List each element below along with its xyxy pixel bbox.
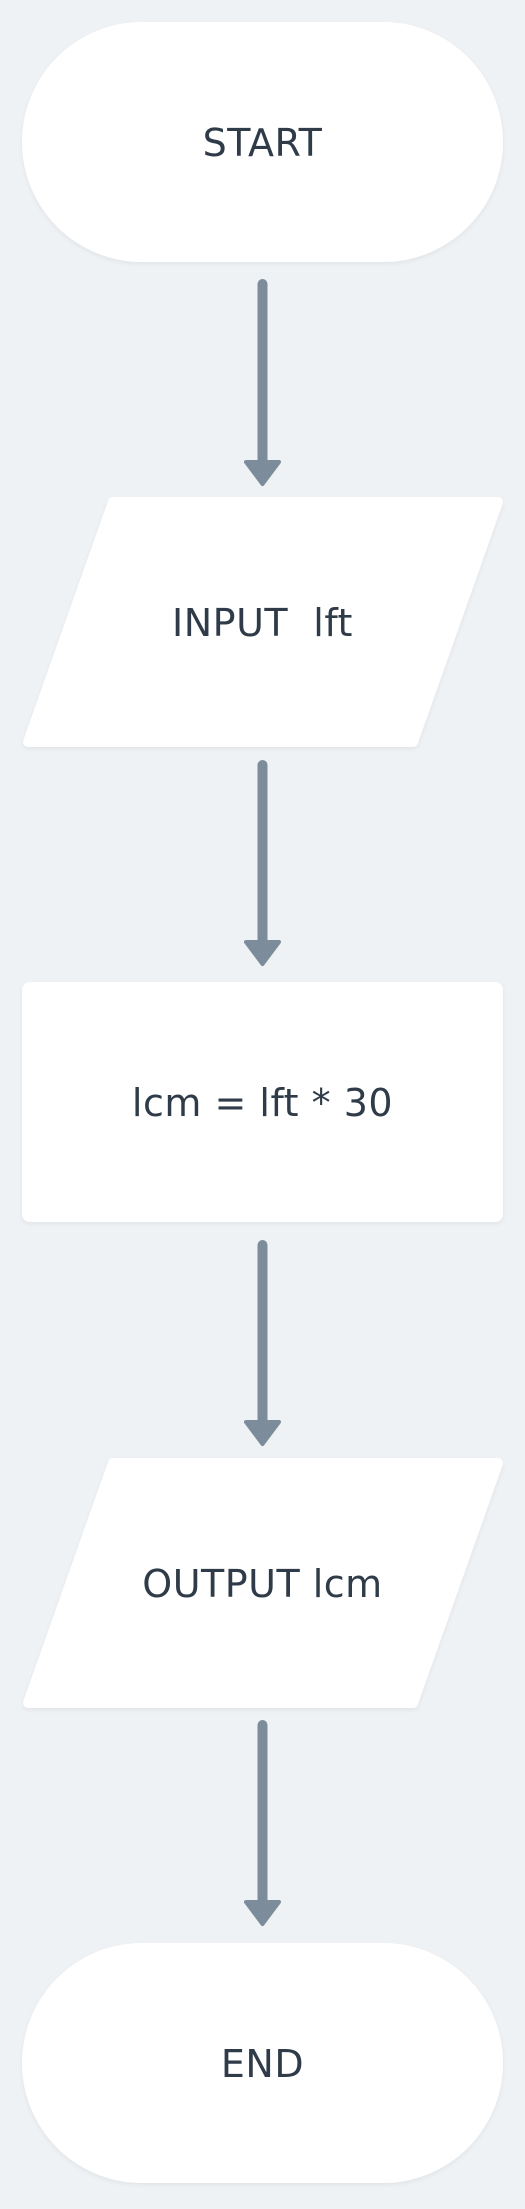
process-label: lcm = lft * 30 [131,1081,394,1125]
output-label: OUTPUT lcm [142,1562,383,1606]
input-label: INPUT lft [172,601,353,645]
end-node [22,1943,503,2183]
process-node [22,982,503,1222]
start-label: START [202,121,323,165]
input-node [23,497,503,747]
end-label: END [220,2042,305,2086]
arrow-input-to-process [244,760,281,966]
arrow-output-to-end [244,1720,281,1926]
arrow-start-to-input [244,279,281,486]
start-node [22,22,503,262]
arrow-process-to-output [244,1240,281,1446]
output-node [23,1458,503,1708]
